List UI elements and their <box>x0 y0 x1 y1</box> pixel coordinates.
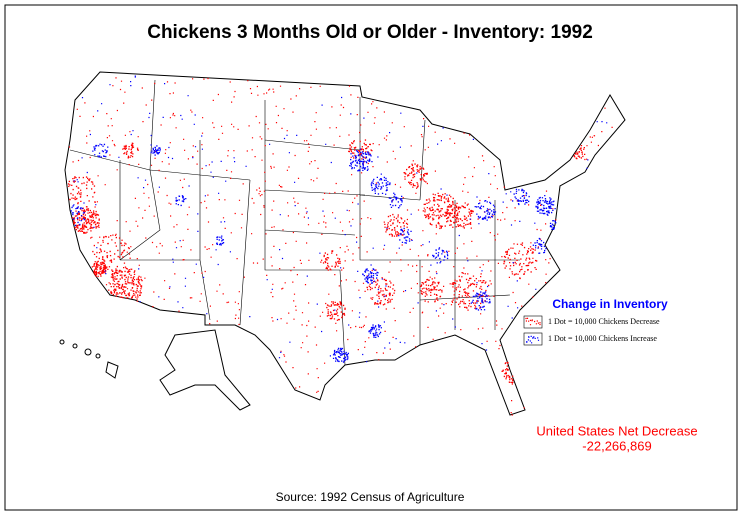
legend-label: 1 Dot = 10,000 Chickens Increase <box>548 334 657 343</box>
summary-value: -22,266,869 <box>582 438 651 453</box>
map-title: Chickens 3 Months Old or Older - Invento… <box>147 22 593 43</box>
source-note: Source: 1992 Census of Agriculture <box>276 490 465 504</box>
legend-swatch <box>523 332 543 346</box>
us-outline <box>64 71 626 416</box>
legend: 1 Dot = 10,000 Chickens Decrease 1 Dot = … <box>523 315 660 346</box>
summary-label: United States Net Decrease <box>536 423 697 438</box>
legend-swatch-dots <box>526 335 540 344</box>
legend-swatch-dots <box>525 317 541 326</box>
legend-label: 1 Dot = 10,000 Chickens Decrease <box>548 317 660 326</box>
legend-title: Change in Inventory <box>552 297 668 311</box>
legend-swatch <box>523 315 543 329</box>
hawaii-outline <box>59 339 119 379</box>
alaska-outline <box>159 329 251 411</box>
